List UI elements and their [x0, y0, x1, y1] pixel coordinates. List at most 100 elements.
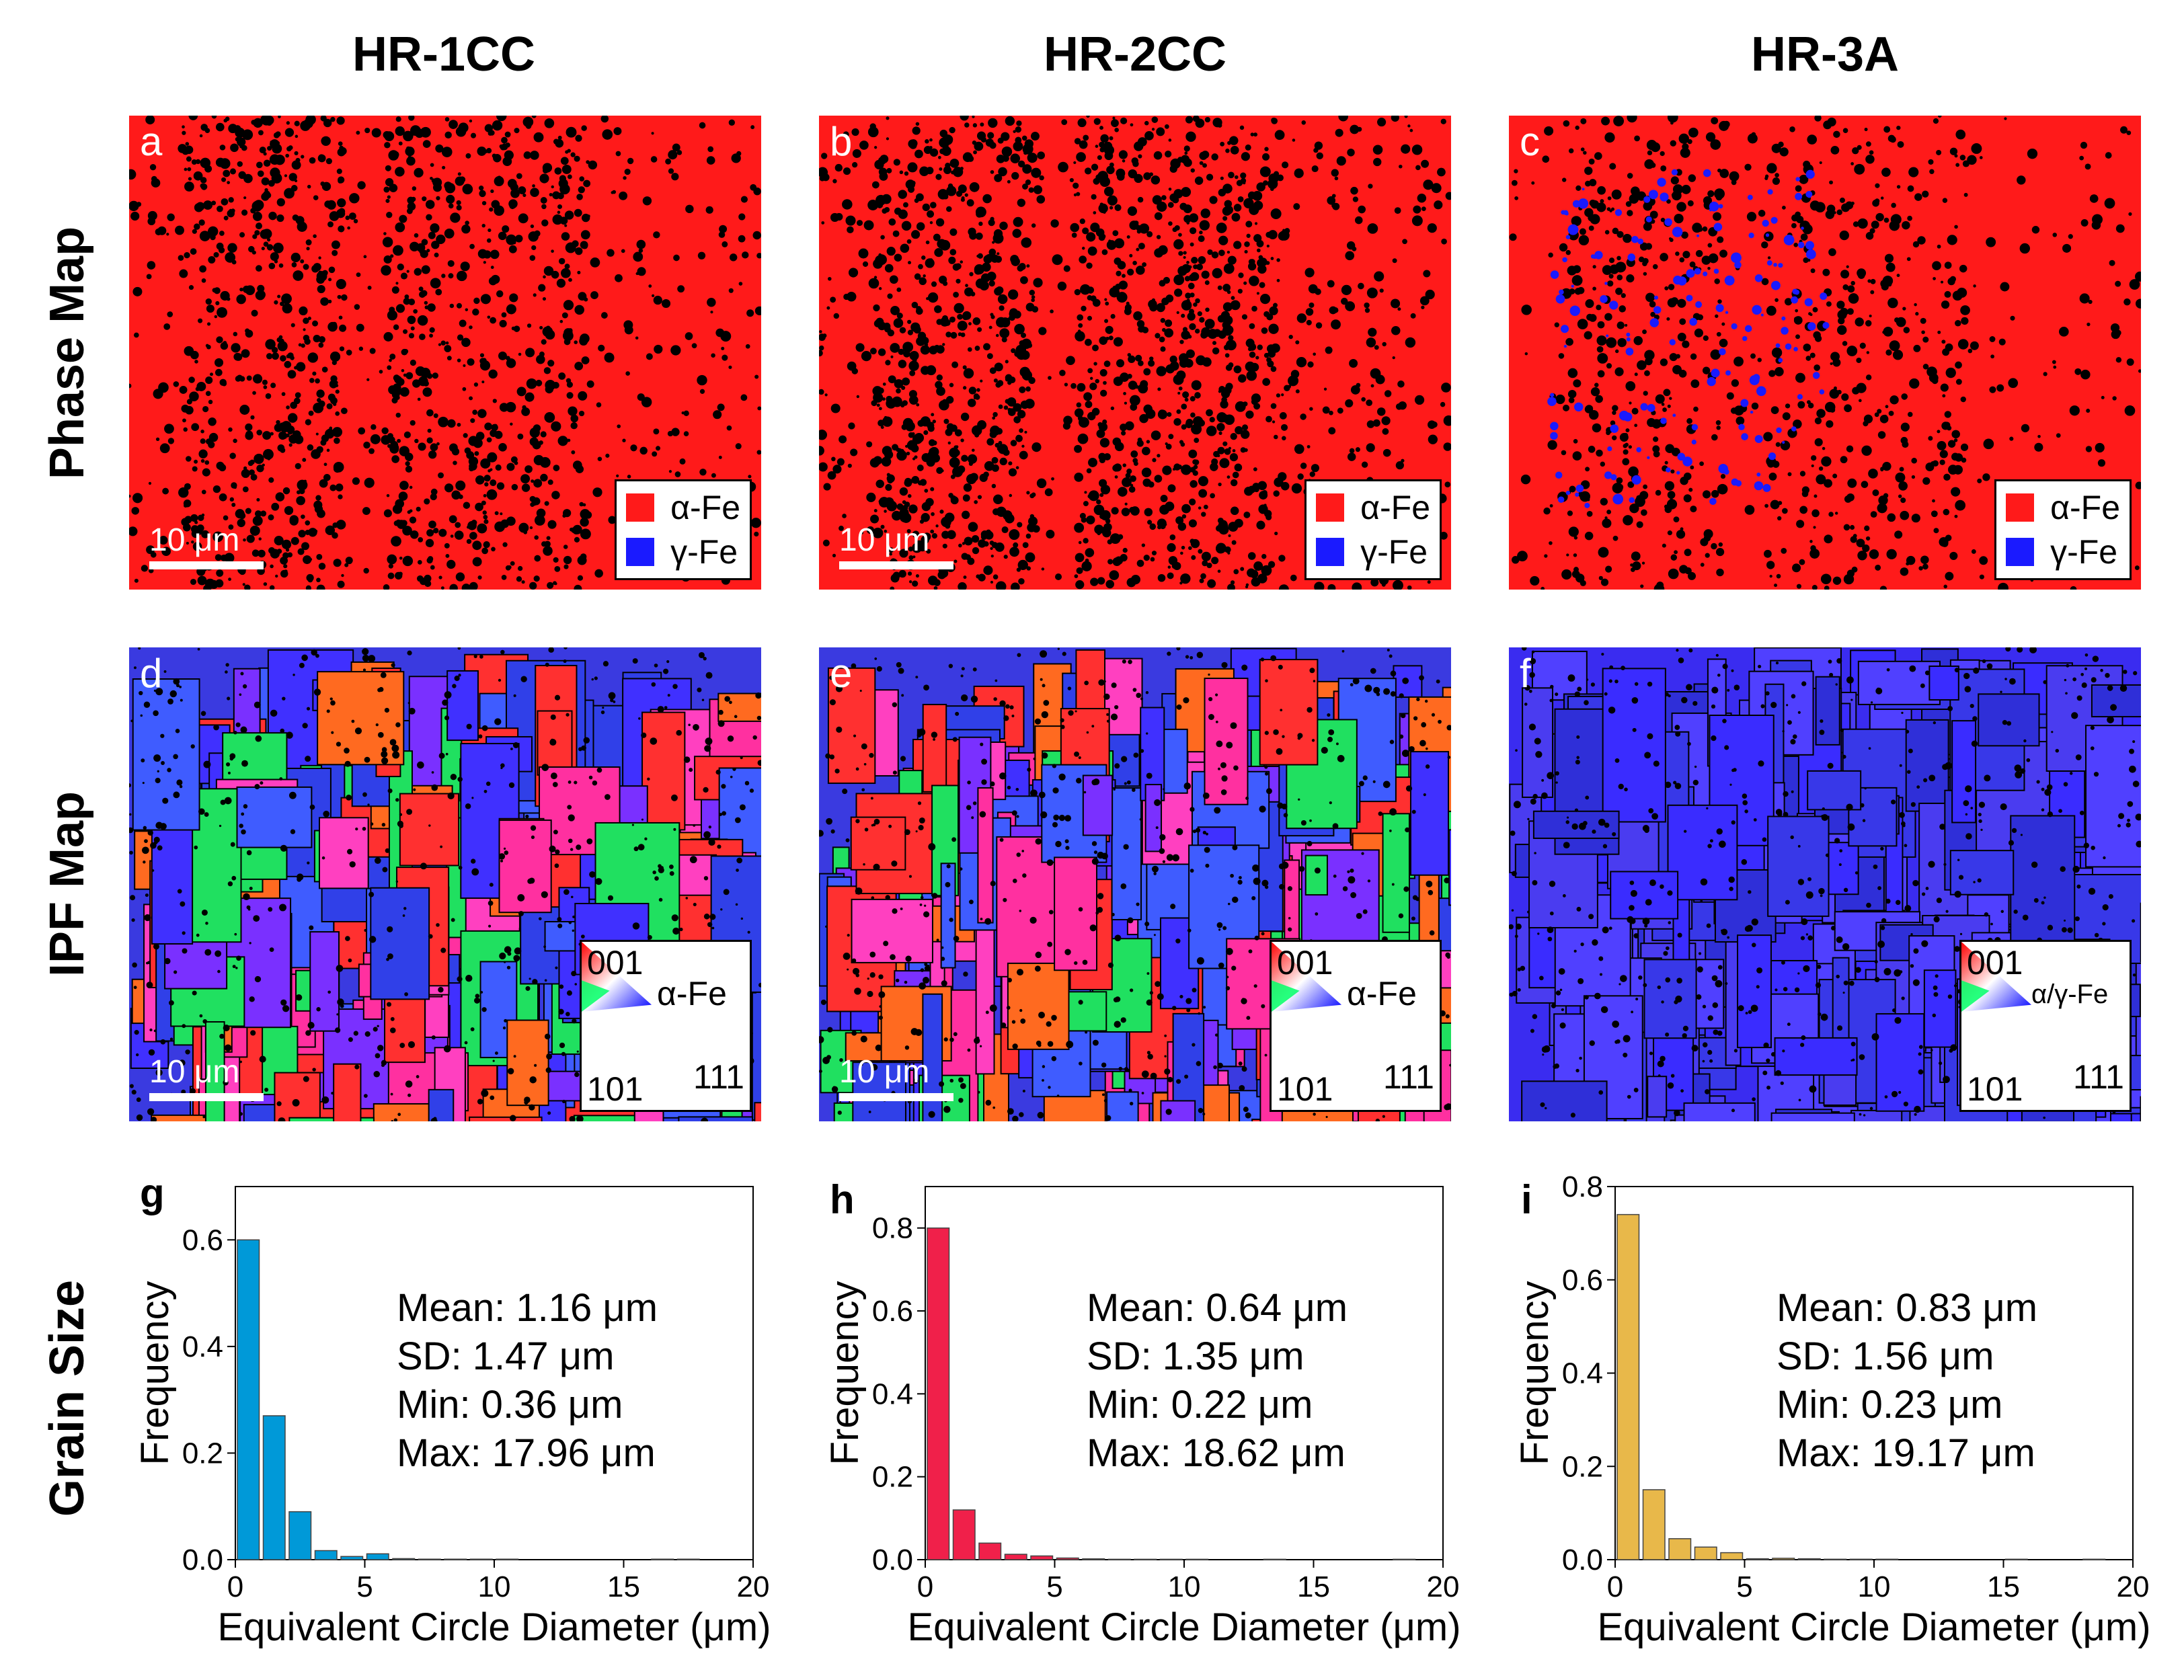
ipf-key-phase: α-Fe [657, 975, 727, 1012]
histogram-bar [1185, 1558, 1209, 1560]
y-tick-label: 0.6 [1562, 1264, 1603, 1297]
ipf-color-key: 001 α/γ-Fe 101 111 [1959, 940, 2132, 1112]
ipf-key-111: 111 [693, 1058, 744, 1096]
histogram-bar [1616, 1213, 1640, 1560]
ipf-map-e: e 10 μm 001 α-Fe 101 111 [819, 647, 1451, 1121]
column-title-hr-2cc: HR-2CC [1043, 28, 1226, 81]
histogram-bar [2082, 1558, 2106, 1560]
scale-bar: 10 μm [839, 1053, 953, 1101]
ipf-triangle-icon [1961, 942, 2031, 1012]
legend-alpha: α-Fe [670, 489, 740, 526]
phase-legend: α-Fe γ-Fe [1304, 479, 1442, 580]
row-title-grain-size: Grain Size [40, 1279, 94, 1517]
scale-bar-label: 10 μm [149, 1054, 240, 1090]
stat-annotation: Mean: 0.83 μm [1777, 1286, 2037, 1330]
phase-legend: α-Fe γ-Fe [615, 479, 752, 580]
histogram-bar [1875, 1558, 1899, 1560]
panel-letter: b [830, 119, 853, 164]
stat-annotation: Mean: 0.64 μm [1087, 1286, 1348, 1330]
histogram-g: 0 5 10 15 20 0.0 0.2 0.4 0.6 Equivalent Circle Di… [133, 1186, 771, 1649]
histogram-bar [237, 1239, 260, 1560]
stat-annotation: Min: 0.22 μm [1087, 1383, 1313, 1427]
stat-annotation: Mean: 1.16 μm [397, 1286, 658, 1330]
histogram-bar [978, 1542, 1002, 1560]
histogram-bar [1824, 1558, 1847, 1560]
ipf-color-key: 001 α-Fe 101 111 [1270, 940, 1442, 1112]
y-tick-label: 0.2 [872, 1461, 913, 1494]
x-tick-label: 0 [917, 1570, 933, 1603]
histogram-h: 0 5 10 15 20 0.0 0.2 0.4 0.6 0.8 Equivalent Circle… [823, 1186, 1461, 1649]
x-tick-label: 20 [2117, 1570, 2150, 1603]
phase-legend: α-Fe γ-Fe [1994, 479, 2132, 580]
histogram-bar [288, 1511, 312, 1560]
histogram-bar [952, 1509, 976, 1560]
y-axis-label: Frequency [823, 1281, 867, 1465]
histogram-bar [1030, 1555, 1054, 1560]
stat-annotation: SD: 1.47 μm [397, 1334, 615, 1378]
histogram-bar [1393, 1558, 1416, 1560]
column-title-hr-3a: HR-3A [1750, 28, 1899, 81]
y-tick-label: 0.0 [872, 1544, 913, 1576]
y-tick-label: 0.8 [1562, 1170, 1603, 1203]
phase-map-image [129, 116, 761, 590]
x-tick-label: 10 [478, 1570, 511, 1603]
y-tick-label: 0.6 [182, 1224, 223, 1256]
histogram-bar [262, 1415, 286, 1560]
alpha-swatch [626, 493, 655, 522]
chart-letter-g: g [140, 1170, 165, 1215]
ipf-map-image [129, 647, 761, 1121]
scale-bar: 10 μm [839, 522, 953, 569]
gamma-swatch [1316, 538, 1345, 566]
y-tick-label: 0.0 [182, 1544, 223, 1576]
y-tick-label: 0.0 [1562, 1544, 1603, 1576]
x-tick-label: 15 [1987, 1570, 2020, 1603]
ipf-color-key: 001 α-Fe 101 111 [580, 940, 752, 1112]
histogram-bar [1107, 1558, 1131, 1560]
panel-letter: c [1520, 119, 1540, 164]
alpha-swatch [1316, 493, 1345, 522]
histogram-bar [314, 1550, 338, 1560]
ipf-key-001: 001 [1277, 944, 1333, 982]
histogram-bar [1642, 1489, 1666, 1560]
x-tick-label: 20 [737, 1570, 770, 1603]
x-tick-label: 15 [1297, 1570, 1330, 1603]
histogram-bar [676, 1558, 700, 1560]
panel-letter: e [830, 651, 853, 696]
ipf-key-111: 111 [2072, 1058, 2124, 1096]
x-tick-label: 15 [607, 1570, 640, 1603]
histogram-bar [651, 1558, 674, 1560]
ipf-map-f: f 001 α/γ-Fe 101 111 [1509, 647, 2141, 1121]
histogram-bar [1056, 1557, 1079, 1560]
y-tick-label: 0.2 [1562, 1450, 1603, 1483]
legend-gamma: γ-Fe [670, 533, 738, 571]
scale-bar-label: 10 μm [149, 522, 240, 558]
histogram-bar [1797, 1558, 1821, 1560]
x-tick-label: 5 [356, 1570, 373, 1603]
histogram-i: 0 5 10 15 20 0.0 0.2 0.4 0.6 0.8 Equivalent Circle… [1513, 1170, 2151, 1649]
legend-gamma: γ-Fe [2050, 533, 2118, 571]
histogram-bar [1694, 1546, 1717, 1560]
stat-annotation: Max: 17.96 μm [397, 1431, 656, 1475]
x-tick-label: 20 [1427, 1570, 1460, 1603]
ipf-key-111: 111 [1382, 1058, 1434, 1096]
stat-annotation: Min: 0.36 μm [397, 1383, 623, 1427]
y-tick-label: 0.6 [872, 1295, 913, 1328]
ipf-key-001: 001 [1967, 944, 2023, 982]
histogram-bar [1772, 1558, 1795, 1560]
x-tick-label: 0 [227, 1570, 243, 1603]
ipf-key-phase: α/γ-Fe [2031, 979, 2109, 1009]
scale-bar: 10 μm [149, 1053, 264, 1101]
histogram-bar [444, 1558, 467, 1560]
column-title-hr-1cc: HR-1CC [352, 28, 535, 81]
y-tick-label: 0.4 [1562, 1357, 1603, 1390]
phase-map-b: b 10 μm α-Fe γ-Fe [819, 116, 1451, 590]
x-axis-label: Equivalent Circle Diameter (μm) [217, 1605, 771, 1649]
histogram-bar [469, 1558, 493, 1560]
ipf-key-101: 101 [587, 1070, 644, 1108]
histogram-bar [392, 1558, 416, 1560]
x-axis-label: Equivalent Circle Diameter (μm) [1597, 1605, 2150, 1649]
histogram-bar [418, 1558, 441, 1560]
x-tick-label: 5 [1736, 1570, 1752, 1603]
ipf-key-001: 001 [587, 944, 644, 982]
y-axis-label: Frequency [1513, 1281, 1557, 1465]
